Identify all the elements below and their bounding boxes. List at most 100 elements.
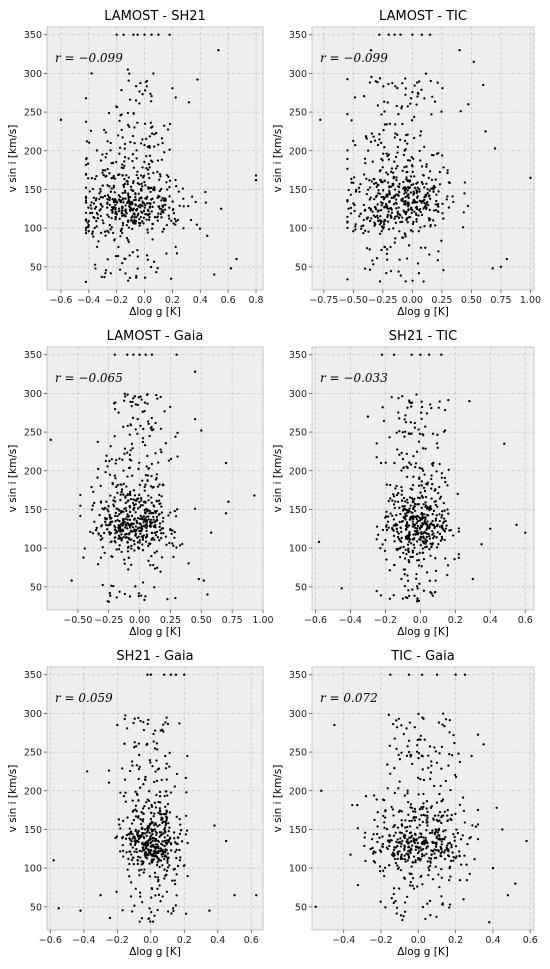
data-point [394,522,397,526]
data-point [372,214,376,217]
data-point [174,850,177,854]
data-point [415,845,419,848]
data-point [148,186,151,190]
data-point [148,154,152,157]
data-point [514,882,517,885]
data-point [412,157,415,160]
data-point [108,513,111,517]
data-point [187,101,191,104]
data-point [392,901,395,904]
data-point [101,546,104,549]
data-point [134,403,137,406]
data-point [135,157,138,160]
data-point [153,780,156,784]
data-point [414,212,418,215]
data-point [422,840,426,844]
data-point [132,818,135,822]
data-point [137,493,141,497]
data-point [414,810,417,813]
data-point [376,203,379,206]
data-point [115,548,118,551]
data-point [166,852,169,855]
data-point [401,824,404,827]
data-point [414,533,417,536]
data-point [411,877,415,880]
y-tick-label: 150 [289,185,307,196]
data-point [425,852,428,856]
data-point [169,277,173,280]
data-point [443,408,447,412]
data-point [393,33,396,36]
data-point [90,207,93,210]
data-point [418,818,421,821]
data-point [442,269,445,272]
data-point [125,833,129,837]
data-point [152,171,155,175]
data-point [431,513,434,516]
data-point [429,914,432,917]
data-point [130,881,133,884]
data-point [145,801,148,804]
data-point [137,221,141,225]
data-point [438,752,441,755]
data-point [130,840,133,843]
data-point [346,157,349,161]
data-point [436,204,440,207]
data-point [362,231,365,235]
data-point [133,717,136,720]
data-point [403,584,407,588]
data-point [105,454,108,457]
data-point [113,353,117,356]
data-point [363,836,366,839]
data-point [93,501,96,505]
data-point [113,177,116,180]
data-point [165,716,168,719]
data-point [87,206,90,209]
data-point [127,196,130,199]
data-point [389,497,392,500]
data-point [95,174,98,178]
data-point [382,85,385,88]
data-point [139,523,142,526]
data-point [396,133,399,136]
data-point [400,536,403,540]
data-point [139,81,142,85]
data-point [411,588,414,591]
data-point [134,790,137,793]
data-point [118,268,122,271]
data-point [109,141,112,145]
data-point [424,425,427,428]
data-point [437,873,440,876]
data-point [354,228,357,231]
data-point [393,136,396,139]
data-point [160,505,163,508]
data-point [147,172,150,176]
data-point [138,183,141,186]
data-point [136,521,139,525]
data-point [428,523,431,526]
data-point [113,238,116,241]
data-point [155,793,158,797]
data-point [403,568,407,571]
data-point [140,196,143,199]
x-tick-label: −0.4 [332,935,355,946]
data-point [151,222,154,225]
data-point [119,530,122,533]
data-point [407,813,410,816]
data-point [436,505,439,508]
data-point [368,186,372,189]
data-point [86,225,89,229]
data-point [99,893,102,897]
data-point [383,874,386,878]
data-point [132,33,135,36]
data-point [116,491,119,494]
data-point [104,520,107,524]
data-point [137,535,140,538]
data-point [166,834,169,837]
data-point [138,483,141,487]
data-point [169,791,173,794]
data-point [432,219,435,222]
data-point [405,218,408,221]
data-point [320,789,323,792]
data-point [387,526,390,529]
